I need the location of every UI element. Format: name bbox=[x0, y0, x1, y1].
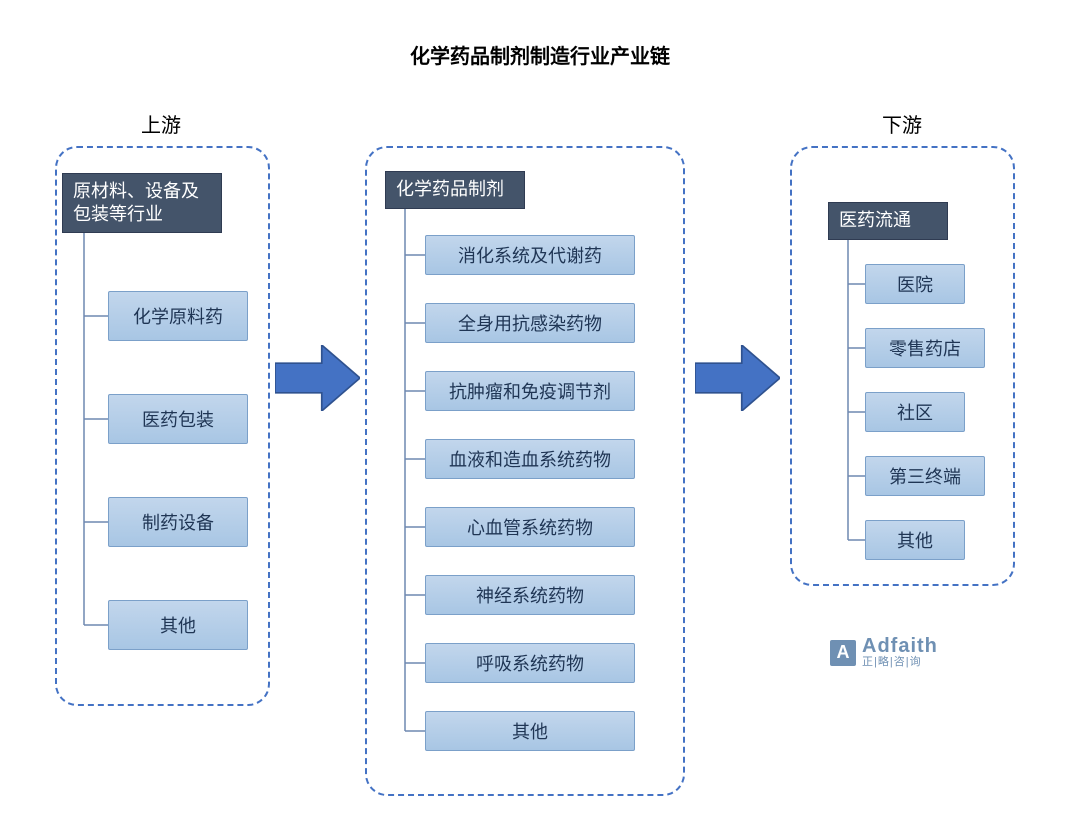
downstream-tree-lines bbox=[0, 0, 1080, 813]
brand-logo: A Adfaith 正|略|咨|询 bbox=[830, 636, 938, 669]
flow-arrow-middle-to-downstream bbox=[695, 345, 780, 411]
logo-sub-text: 正|略|咨|询 bbox=[862, 656, 938, 669]
logo-icon: A bbox=[830, 640, 856, 666]
logo-brand-text: Adfaith bbox=[862, 636, 938, 656]
flow-arrow-upstream-to-middle bbox=[275, 345, 360, 411]
